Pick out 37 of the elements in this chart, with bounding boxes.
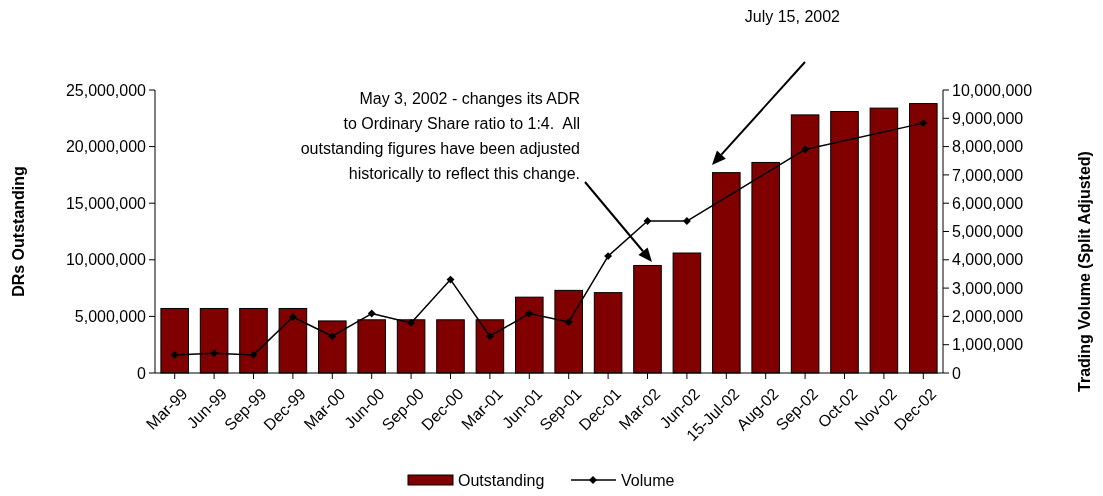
point: [367, 309, 376, 318]
point: [328, 332, 337, 341]
point: [643, 217, 652, 225]
y2-axis-title: Trading Volume (Split Adjusted): [1076, 151, 1093, 392]
point: [564, 318, 573, 327]
y-tick-label: 15,000,000: [65, 194, 147, 212]
point: [604, 252, 613, 261]
y-tick-label: 5,000,000: [74, 308, 147, 325]
y-tick-label: 10,000,000: [65, 251, 147, 269]
y-tick-label: 25,000,000: [65, 81, 147, 99]
y-axis-title: DRs Outstanding: [10, 166, 27, 297]
y2-tick-label: 6,000,000: [952, 194, 1024, 212]
point: [682, 217, 691, 225]
legend-label: Outstanding: [458, 472, 545, 489]
point: [288, 313, 297, 321]
y2-tick-label: 8,000,000: [952, 138, 1024, 156]
y2-tick-label: 1,000,000: [952, 336, 1024, 354]
y2-tick-label: 7,000,000: [952, 166, 1024, 184]
y2-tick-label: 5,000,000: [952, 223, 1024, 241]
y2-tick-label: 2,000,000: [952, 308, 1024, 325]
y-tick-label: 20,000,000: [65, 138, 147, 156]
text: July 15, 2002: [744, 8, 841, 25]
point: [407, 318, 416, 327]
point: [249, 350, 258, 359]
y2-tick-label: 9,000,000: [952, 109, 1024, 127]
point: [525, 309, 534, 318]
y2-tick-label: 3,000,000: [952, 279, 1024, 297]
point: [446, 275, 455, 284]
y-tick-label: 0: [137, 364, 147, 382]
legend-label: Volume: [621, 472, 675, 489]
y2-tick-label: 10,000,000: [952, 81, 1033, 99]
annotation: May 3, 2002 - changes its ADR to Ordinary Share ratio to 1:4. All outstanding figures have been adjusted historically to reflect this change.: [300, 90, 580, 182]
point: [170, 350, 179, 359]
point: [210, 349, 219, 358]
y2-tick-label: 0: [952, 364, 961, 382]
point: [485, 332, 494, 341]
y2-tick-label: 4,000,000: [952, 251, 1024, 269]
